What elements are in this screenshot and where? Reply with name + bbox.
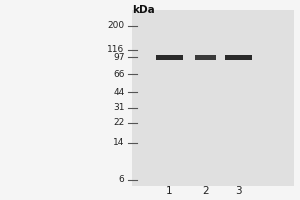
Text: 44: 44 <box>113 88 124 97</box>
Text: 31: 31 <box>113 103 124 112</box>
Text: 116: 116 <box>107 45 124 54</box>
Text: kDa: kDa <box>132 5 155 15</box>
Text: 2: 2 <box>202 186 209 196</box>
Bar <box>195 55 216 60</box>
Text: 66: 66 <box>113 70 124 79</box>
Text: 22: 22 <box>113 118 124 127</box>
Bar <box>132 10 294 186</box>
Text: 1: 1 <box>166 186 173 196</box>
Text: 3: 3 <box>235 186 242 196</box>
Text: 6: 6 <box>119 175 124 184</box>
Text: 200: 200 <box>107 21 124 30</box>
Bar <box>156 55 183 60</box>
Bar <box>225 55 252 60</box>
Text: 97: 97 <box>113 53 124 62</box>
Text: 14: 14 <box>113 138 124 147</box>
